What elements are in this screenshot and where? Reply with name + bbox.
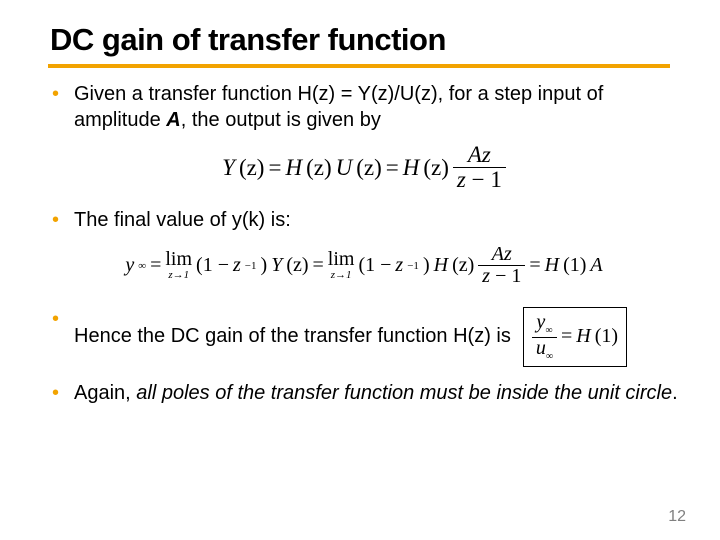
eq1-z3: (z) [356,155,382,181]
eq2-lim2: lim z→1 [328,250,355,280]
bullet-list: Given a transfer function H(z) = Y(z)/U(… [48,82,680,407]
eq1-frac: Az z − 1 [453,143,506,192]
bullet-4-c: . [672,382,678,404]
dc-gain-box: y∞ u∞ = H(1) [523,307,627,367]
page-number: 12 [668,508,686,526]
eq1-z1: (z) [239,155,265,181]
eq1-H2: H [403,155,420,181]
bullet-1-text-c: , the output is given by [181,109,381,131]
eq1-H: H [285,155,302,181]
bullet-3-text: Hence the DC gain of the transfer functi… [74,324,511,350]
equation-2: y∞ = lim z→1 (1 − z−1) Y(z) = lim z→1 (1… [48,244,680,287]
eq1-z4: (z) [423,155,449,181]
bullet-4-a: Again, [74,382,136,404]
bullet-4: Again, all poles of the transfer functio… [48,381,680,407]
eq1-eq1: = [268,155,281,181]
equation-1: Y(z) = H(z) U(z) = H(z) Az z − 1 [48,143,680,192]
eq1-Y: Y [222,155,235,181]
eq2-y: y [125,254,134,277]
eq1-eq2: = [386,155,399,181]
slide-title: DC gain of transfer function [50,22,680,58]
bullet-1-amp: A [166,109,180,131]
bullet-3: Hence the DC gain of the transfer functi… [48,307,680,367]
eq1-U: U [336,155,353,181]
slide: DC gain of transfer function Given a tra… [0,0,720,540]
bullet-1: Given a transfer function H(z) = Y(z)/U(… [48,82,680,133]
bullet-4-b: all poles of the transfer function must … [136,382,672,404]
eq1-z2: (z) [306,155,332,181]
eq2-lim1: lim z→1 [165,250,192,280]
eq2-frac: Az z − 1 [478,244,525,287]
eq3-frac: y∞ u∞ [532,312,557,362]
bullet-2: The final value of y(k) is: [48,208,680,234]
title-underline [48,64,670,68]
